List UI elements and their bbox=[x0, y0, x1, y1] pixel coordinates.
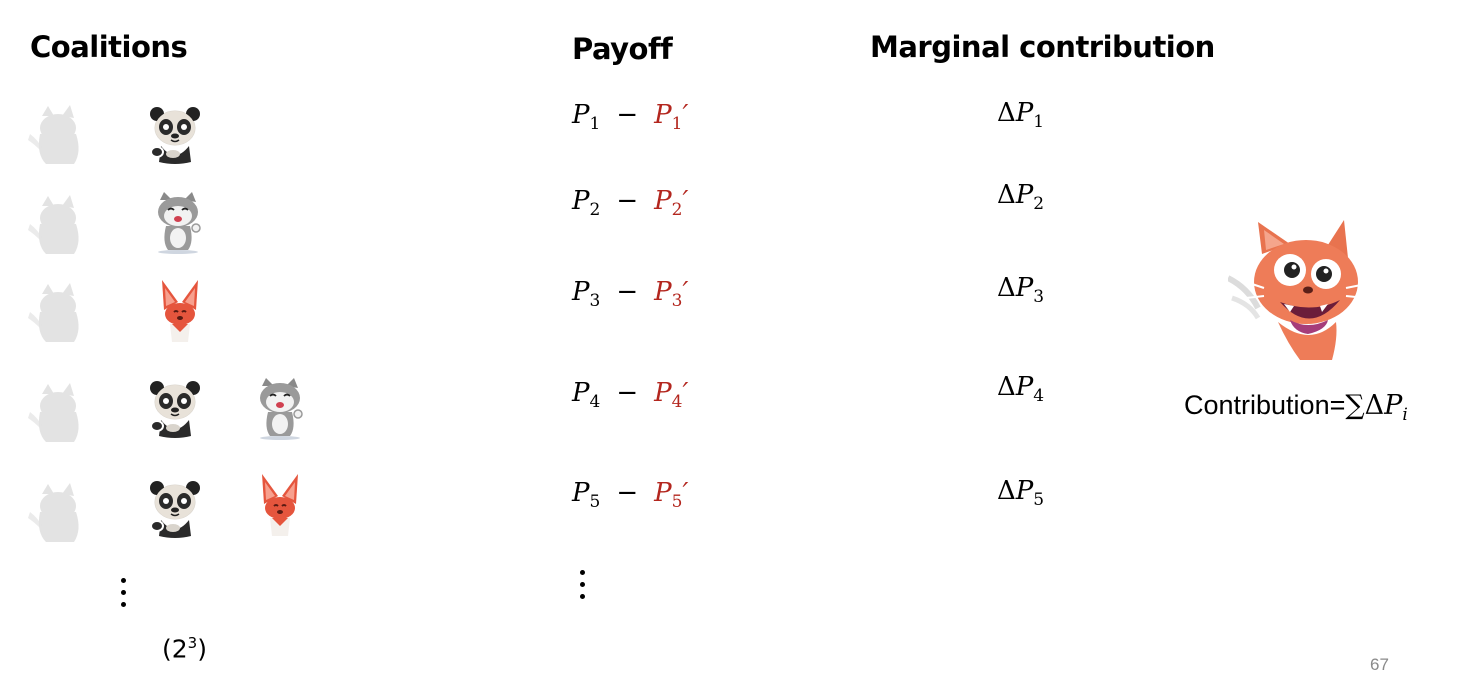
payoff-row-3: P3− P3′ bbox=[572, 277, 689, 311]
coalition-count: (23) bbox=[162, 634, 207, 664]
panda-icon bbox=[145, 104, 205, 166]
delta-row-5: ΔP5 bbox=[997, 476, 1045, 510]
cat-icon bbox=[250, 378, 310, 440]
marginal-contribution-header: Marginal contribution bbox=[870, 30, 1215, 64]
payoff-row-2: P2− P2′ bbox=[572, 186, 689, 220]
contribution-formula: Contribution=∑ΔPi bbox=[1184, 390, 1408, 425]
excited-cat-icon bbox=[1228, 220, 1367, 360]
payoff-row-4: P4− P4′ bbox=[572, 378, 689, 412]
delta-row-1: ΔP1 bbox=[997, 98, 1045, 132]
delta-row-3: ΔP3 bbox=[997, 273, 1045, 307]
delta-row-2: ΔP2 bbox=[997, 180, 1045, 214]
payoff-vertical-ellipsis bbox=[580, 570, 586, 606]
page-number: 67 bbox=[1370, 655, 1389, 674]
coalitions-header: Coalitions bbox=[30, 30, 188, 64]
faded-cat-icon bbox=[28, 194, 88, 256]
faded-cat-icon bbox=[28, 382, 88, 444]
fox-icon bbox=[150, 280, 210, 342]
payoff-row-1: P1− P1′ bbox=[572, 100, 689, 134]
coalitions-vertical-ellipsis bbox=[121, 578, 127, 614]
payoff-row-5: P5− P5′ bbox=[572, 478, 689, 512]
faded-cat-icon bbox=[28, 482, 88, 544]
delta-row-4: ΔP4 bbox=[997, 372, 1045, 406]
faded-cat-icon bbox=[28, 282, 88, 344]
panda-icon bbox=[145, 478, 205, 540]
fox-icon bbox=[250, 474, 310, 536]
payoff-header: Payoff bbox=[572, 32, 673, 66]
panda-icon bbox=[145, 378, 205, 440]
faded-cat-icon bbox=[28, 104, 88, 166]
cat-icon bbox=[148, 192, 208, 254]
